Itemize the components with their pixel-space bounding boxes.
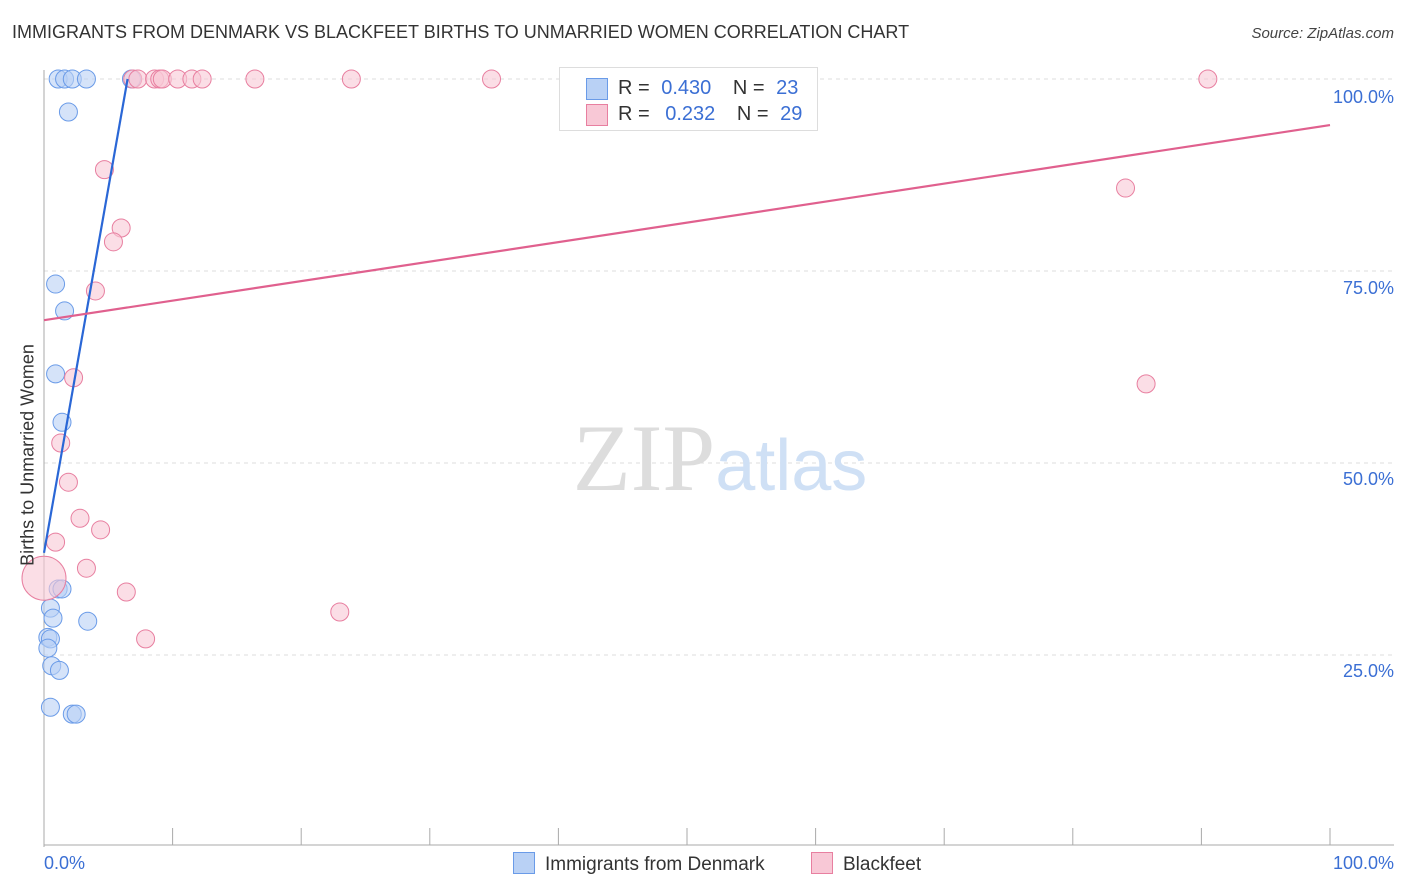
r-value: 0.430 (661, 77, 712, 99)
r-value: 0.232 (665, 103, 716, 125)
data-point-blackfeet (116, 582, 136, 602)
legend-item-blackfeet: Blackfeet (811, 852, 921, 876)
data-point-denmark (58, 102, 78, 122)
legend-swatch (513, 852, 535, 874)
data-point-denmark (76, 69, 96, 89)
data-point-blackfeet (58, 472, 78, 492)
data-point-denmark (49, 660, 69, 680)
data-point-blackfeet (76, 558, 96, 578)
data-point-blackfeet (128, 69, 148, 89)
data-point-denmark (43, 608, 63, 628)
n-value: 23 (776, 77, 799, 99)
n-value: 29 (780, 103, 803, 125)
data-point-blackfeet (94, 160, 114, 180)
data-point-blackfeet (21, 555, 67, 601)
trend-line-denmark (42, 78, 129, 554)
data-point-denmark (46, 274, 66, 294)
chart-title: IMMIGRANTS FROM DENMARK VS BLACKFEET BIR… (12, 22, 910, 42)
data-point-denmark (78, 611, 98, 631)
y-tick-100: 100.0% (1332, 87, 1394, 107)
data-point-blackfeet (330, 602, 350, 622)
data-point-blackfeet (103, 232, 123, 252)
y-tick-25: 25.0% (1342, 661, 1394, 681)
r-label: R = (618, 103, 650, 125)
trend-line-blackfeet (43, 123, 1331, 322)
n-label: N = (732, 77, 765, 99)
data-point-blackfeet (1136, 374, 1156, 394)
watermark: ZIPatlas (573, 405, 868, 511)
y-axis-label: Births to Unmarried Women (17, 344, 38, 566)
x-tick-min: 0.0% (44, 853, 86, 873)
data-point-blackfeet (70, 508, 90, 528)
data-point-blackfeet (245, 69, 265, 89)
legend-label: Blackfeet (843, 854, 922, 875)
data-point-denmark (38, 638, 58, 658)
legend-row-denmark: R = 0.430 N = 23 (586, 75, 798, 101)
legend-swatch-blackfeet (586, 104, 608, 126)
data-point-blackfeet (1198, 69, 1218, 89)
data-point-blackfeet (51, 433, 71, 453)
x-tick-max: 100.0% (1332, 853, 1394, 873)
data-point-blackfeet (1116, 178, 1136, 198)
data-point-blackfeet (482, 69, 502, 89)
legend-row-blackfeet: R = 0.232 N = 29 (586, 101, 802, 127)
legend-swatch (811, 852, 833, 874)
data-point-blackfeet (136, 629, 156, 649)
y-tick-75: 75.0% (1342, 278, 1394, 298)
data-point-denmark (40, 697, 60, 717)
data-point-blackfeet (341, 69, 361, 89)
legend-label: Immigrants from Denmark (545, 854, 765, 875)
data-point-denmark (66, 704, 86, 724)
y-tick-50: 50.0% (1342, 469, 1394, 489)
source-label: Source: ZipAtlas.com (1251, 25, 1394, 42)
legend-swatch-denmark (586, 78, 608, 100)
n-label: N = (736, 103, 769, 125)
data-point-blackfeet (192, 69, 212, 89)
stats-legend: R = 0.430 N = 23 R = 0.232 N = 29 (559, 67, 818, 131)
data-point-blackfeet (46, 532, 66, 552)
r-label: R = (618, 77, 650, 99)
data-point-denmark (46, 364, 66, 384)
data-point-blackfeet (91, 520, 111, 540)
legend-item-denmark: Immigrants from Denmark (513, 852, 765, 876)
